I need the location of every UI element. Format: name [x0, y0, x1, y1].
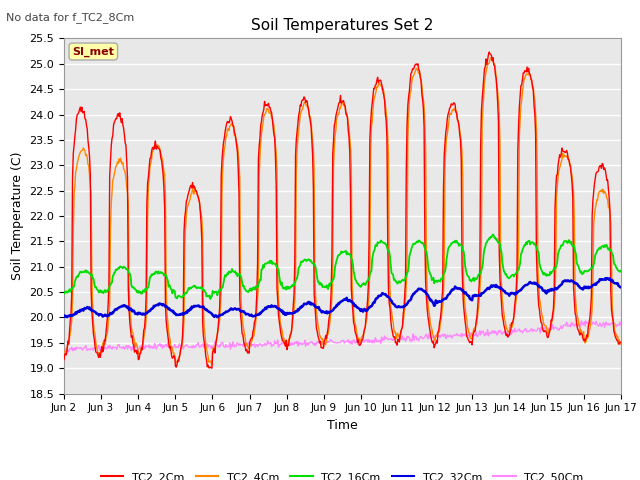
Text: No data for f_TC2_8Cm: No data for f_TC2_8Cm: [6, 12, 134, 23]
Y-axis label: Soil Temperature (C): Soil Temperature (C): [11, 152, 24, 280]
Legend: TC2_2Cm, TC2_4Cm, TC2_16Cm, TC2_32Cm, TC2_50Cm: TC2_2Cm, TC2_4Cm, TC2_16Cm, TC2_32Cm, TC…: [97, 468, 588, 480]
Title: Soil Temperatures Set 2: Soil Temperatures Set 2: [252, 18, 433, 33]
X-axis label: Time: Time: [327, 419, 358, 432]
Text: SI_met: SI_met: [72, 47, 114, 57]
